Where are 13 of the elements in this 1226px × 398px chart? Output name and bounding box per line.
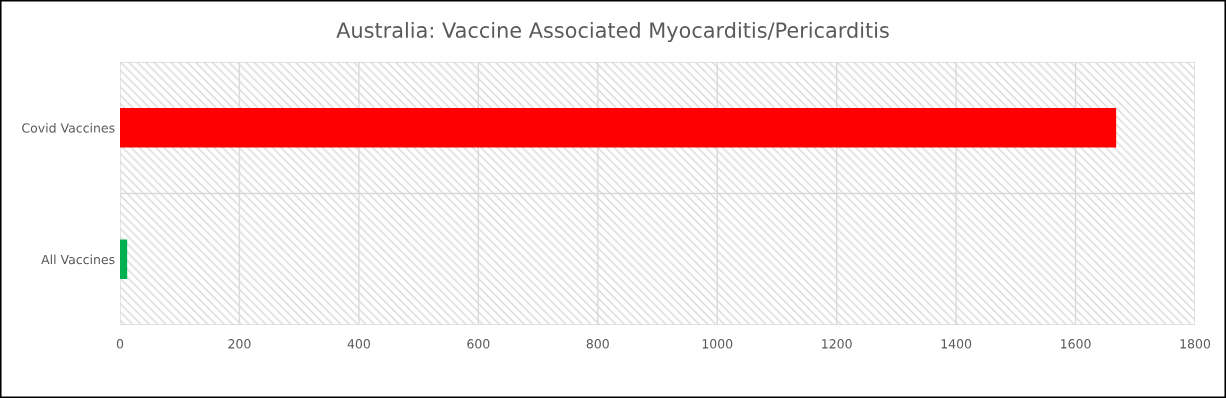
x-tick-label: 1800 <box>1180 339 1211 349</box>
x-tick-label: 1400 <box>941 339 972 349</box>
x-tick-label: 0 <box>116 339 124 349</box>
x-tick-label: 200 <box>228 339 251 349</box>
x-tick-label: 1000 <box>702 339 733 349</box>
y-tick-label: Covid Vaccines <box>22 123 115 133</box>
x-tick-label: 600 <box>467 339 490 349</box>
x-tick-label: 1200 <box>822 339 852 349</box>
x-tick-label: 400 <box>347 339 370 349</box>
x-tick-label: 1600 <box>1061 339 1091 349</box>
chart-title: Australia: Vaccine Associated Myocarditis/Pericarditis <box>336 21 889 43</box>
x-tick-label: 800 <box>586 339 609 349</box>
y-tick-label: All Vaccines <box>41 254 115 265</box>
